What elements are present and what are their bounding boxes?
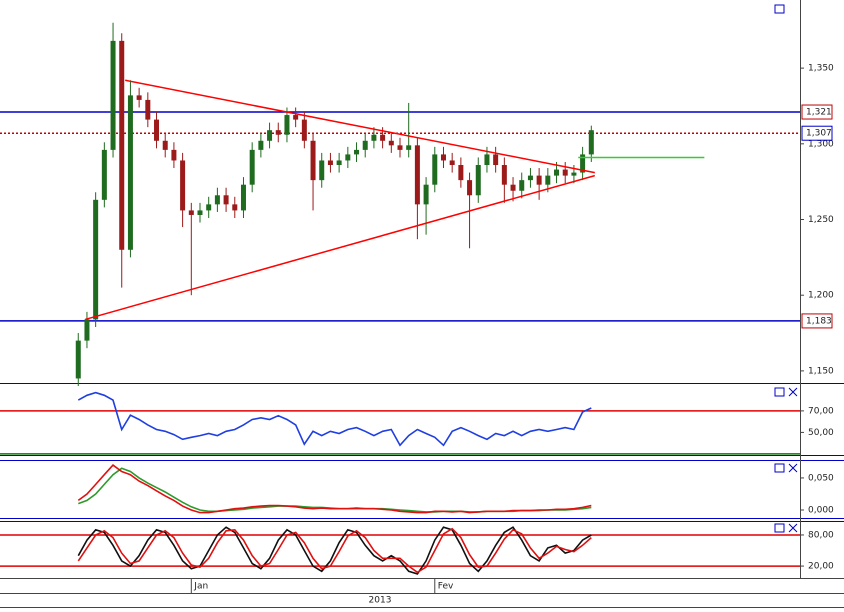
- candle-body: [267, 130, 273, 141]
- candle-body: [188, 210, 194, 215]
- candle-body: [127, 95, 133, 250]
- candle-body: [571, 172, 577, 176]
- maximize-icon[interactable]: [774, 463, 785, 473]
- candle-body: [197, 210, 203, 215]
- candle-body: [145, 99, 151, 120]
- candle-body: [301, 119, 307, 141]
- candle-body: [223, 195, 229, 205]
- candle-body: [484, 154, 490, 166]
- maximize-icon[interactable]: [774, 387, 785, 397]
- candle-body: [440, 154, 446, 161]
- y-tick-label: 1,350: [808, 64, 834, 74]
- candle-body: [336, 160, 342, 166]
- candle-body: [354, 149, 360, 155]
- candle-body: [293, 115, 299, 120]
- candle-body: [101, 149, 107, 200]
- y-tick-label: 20,00: [808, 562, 834, 572]
- candle-body: [432, 154, 438, 185]
- candle-body: [527, 175, 533, 181]
- frame: [0, 383, 844, 522]
- candle-body: [519, 180, 525, 191]
- indicator-line: [77, 464, 592, 514]
- candle-body: [449, 160, 455, 166]
- level-label-box: [801, 125, 833, 141]
- candle-body: [284, 115, 290, 135]
- candle-body: [536, 175, 542, 185]
- close-icon[interactable]: [788, 387, 798, 397]
- close-icon[interactable]: [788, 523, 798, 533]
- candle-body: [345, 154, 351, 161]
- candle-body: [406, 145, 412, 150]
- x-tick-label: Jan: [193, 582, 208, 592]
- level-label-box: [801, 104, 833, 120]
- candle-body: [380, 134, 386, 141]
- candle-body: [84, 319, 90, 341]
- candle-body: [388, 140, 394, 146]
- candle-body: [206, 204, 212, 211]
- y-tick-label: 1,150: [808, 366, 834, 376]
- candle-body: [493, 154, 499, 166]
- close-icon[interactable]: [788, 463, 798, 473]
- panel-icons: [774, 4, 798, 533]
- y-tick-label: 80,00: [808, 530, 834, 540]
- candle-body: [258, 140, 264, 150]
- candle-body: [240, 184, 246, 211]
- candle-body: [588, 130, 594, 155]
- candle-body: [510, 184, 516, 191]
- candle-body: [327, 160, 333, 166]
- indicator-line: [77, 527, 592, 574]
- candle-body: [75, 340, 81, 379]
- candle-body: [110, 40, 116, 150]
- candle-body: [310, 140, 316, 181]
- y-tick-label: 50,00: [808, 428, 834, 438]
- candle-body: [371, 134, 377, 141]
- y-tick-label: 1,300: [808, 139, 834, 149]
- candle-body: [162, 140, 168, 150]
- candle-body: [171, 149, 177, 161]
- x-tick-label: Fev: [438, 582, 454, 592]
- candle-body: [319, 160, 325, 181]
- level-label: 1,321: [806, 108, 832, 118]
- level-label: 1,183: [806, 316, 832, 326]
- trendline: [125, 79, 595, 174]
- candle-body: [501, 165, 507, 185]
- level-label-box: [801, 313, 833, 329]
- candle-body: [397, 145, 403, 150]
- candle-body: [275, 130, 281, 135]
- year-label: 2013: [369, 596, 392, 606]
- candle-body: [93, 199, 99, 320]
- y-tick-label: 70,00: [808, 406, 834, 416]
- level-label: 1,307: [806, 129, 832, 139]
- candle-body: [214, 195, 220, 205]
- candle-body: [545, 175, 551, 185]
- candle-body: [414, 145, 420, 205]
- indicator-line: [77, 391, 592, 447]
- candle-body: [580, 154, 586, 173]
- candle-body: [180, 160, 186, 211]
- y-tick-label: 1,250: [808, 215, 834, 225]
- candle-body: [458, 165, 464, 181]
- candle-body: [562, 169, 568, 176]
- candle-body: [249, 149, 255, 185]
- trendline: [85, 174, 595, 321]
- maximize-icon[interactable]: [774, 4, 785, 14]
- maximize-icon[interactable]: [774, 523, 785, 533]
- candle-body: [232, 204, 238, 211]
- y-tick-label: 0,050: [808, 473, 834, 483]
- y-tick-label: 0,000: [808, 505, 834, 515]
- candle-body: [362, 140, 368, 150]
- candle-body: [554, 169, 560, 176]
- candle-body: [119, 40, 125, 250]
- candle-body: [423, 184, 429, 205]
- candle-body: [136, 95, 142, 100]
- y-tick-label: 1,200: [808, 291, 834, 301]
- candle-body: [154, 119, 160, 141]
- candle-body: [467, 180, 473, 196]
- candle-body: [475, 165, 481, 196]
